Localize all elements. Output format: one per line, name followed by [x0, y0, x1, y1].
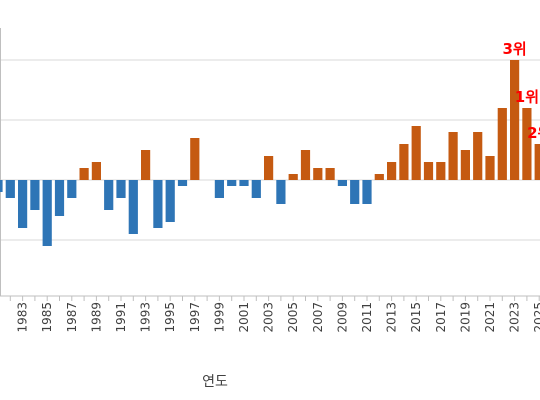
rank-annotation: 2위: [527, 124, 540, 142]
bar-2015: [411, 126, 421, 180]
bar-2002: [251, 180, 261, 198]
x-tick-label: 2015: [409, 302, 423, 333]
bars: [0, 60, 540, 246]
x-tick-label: 1997: [188, 302, 202, 333]
bar-1990: [104, 180, 114, 210]
bar-2014: [399, 144, 409, 180]
bar-2012: [374, 174, 384, 180]
bar-1984: [30, 180, 40, 210]
bar-2009: [337, 180, 347, 186]
annotations: 1위 3위 2위: [502, 40, 540, 142]
x-tick-label: 1993: [139, 302, 153, 333]
x-tick-labels: 1983 1985 1987 1989 1991 1993 1995 1997 1999 2001…: [9, 296, 540, 333]
bar-2011: [362, 180, 372, 204]
bar-2007: [313, 168, 323, 180]
x-tick-label: 2013: [385, 302, 399, 333]
bar-1992: [128, 180, 138, 234]
bar-2008: [325, 168, 335, 180]
x-tick-label: 2011: [360, 302, 374, 333]
x-tick-label: 1985: [40, 302, 54, 333]
bar-1985: [42, 180, 52, 246]
bar-2017: [436, 162, 446, 180]
gridlines: [0, 28, 540, 297]
bar-1999: [214, 180, 224, 198]
x-tick-label: 2019: [458, 302, 472, 333]
x-tick-label: 2003: [262, 302, 276, 333]
bar-2025: [534, 144, 540, 180]
bar-2001: [239, 180, 249, 186]
bar-1986: [54, 180, 65, 216]
bar-2003: [264, 156, 274, 180]
bar-1987: [67, 180, 77, 198]
bar-2004: [276, 180, 286, 204]
x-tick-label: 2021: [483, 302, 497, 333]
x-tick-label: 2001: [237, 302, 251, 333]
rank-annotation: 3위: [502, 40, 526, 58]
bar-1994: [153, 180, 163, 228]
x-tick-label: 2005: [286, 302, 300, 333]
bar-2016: [423, 162, 434, 180]
bar-1982: [5, 180, 15, 198]
x-tick-label: 1989: [89, 302, 103, 333]
bar-2019: [460, 150, 470, 180]
bar-1981: [0, 180, 3, 192]
bar-1983: [18, 180, 28, 228]
bar-2006: [300, 150, 311, 180]
bar-2010: [350, 180, 360, 204]
bar-2023: [510, 60, 520, 180]
x-tick-label: 1999: [212, 302, 226, 333]
bar-1997: [190, 138, 200, 180]
bar-2000: [227, 180, 237, 186]
x-tick-label: 2025: [532, 302, 540, 333]
x-tick-label: 1983: [16, 302, 30, 333]
bar-2020: [473, 132, 483, 180]
bar-2024: [522, 108, 532, 180]
bar-2021: [485, 156, 495, 180]
x-tick-label: 1991: [114, 302, 128, 333]
bar-2018: [448, 132, 458, 180]
bar-1996: [177, 180, 188, 186]
x-tick-label: 2007: [311, 302, 325, 333]
rank-annotation: 1위: [515, 88, 539, 106]
bar-1995: [165, 180, 175, 222]
x-tick-label: 1987: [65, 302, 79, 333]
bar-1988: [79, 168, 89, 180]
bar-2013: [387, 162, 397, 180]
bar-1989: [91, 162, 101, 180]
x-tick-label: 2023: [508, 302, 522, 333]
x-axis-label: 연도: [202, 374, 228, 390]
bar-2022: [497, 108, 507, 180]
bar-1993: [141, 150, 151, 180]
bar-1991: [116, 180, 126, 198]
x-tick-label: 1995: [163, 302, 177, 333]
bar-2005: [288, 174, 298, 180]
x-tick-label: 2009: [335, 302, 349, 333]
x-tick-label: 2017: [434, 302, 448, 333]
